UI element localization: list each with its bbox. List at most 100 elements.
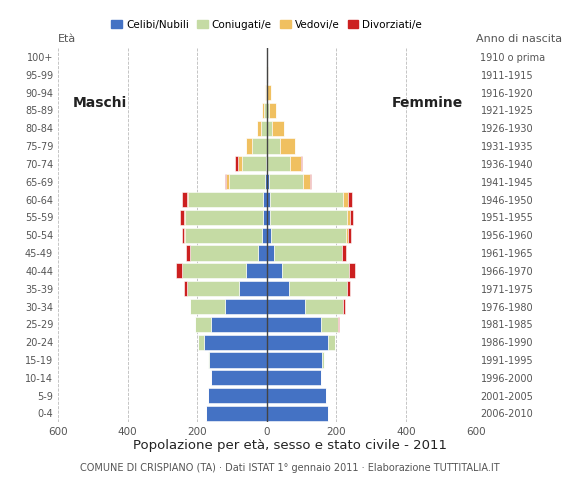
- Text: Femmine: Femmine: [392, 96, 462, 110]
- Bar: [272, 120, 284, 136]
- Bar: [267, 228, 271, 243]
- Bar: [246, 139, 252, 154]
- Bar: [349, 263, 355, 278]
- Bar: [262, 103, 264, 118]
- Bar: [266, 156, 267, 171]
- Bar: [267, 120, 272, 136]
- Bar: [238, 156, 242, 171]
- Bar: [270, 192, 343, 207]
- Bar: [235, 156, 238, 171]
- Bar: [321, 317, 338, 332]
- Bar: [182, 228, 184, 243]
- Bar: [290, 156, 300, 171]
- Bar: [260, 120, 267, 136]
- Bar: [342, 245, 346, 261]
- Bar: [188, 192, 263, 207]
- Bar: [303, 174, 310, 189]
- Bar: [265, 174, 267, 189]
- Bar: [267, 174, 269, 189]
- Bar: [269, 103, 276, 118]
- Bar: [346, 228, 347, 243]
- Bar: [267, 335, 328, 350]
- Bar: [209, 352, 267, 368]
- Text: COMUNE DI CRISPIANO (TA) · Dati ISTAT 1° gennaio 2011 · Elaborazione TUTTITALIA.: COMUNE DI CRISPIANO (TA) · Dati ISTAT 1°…: [80, 463, 500, 473]
- Bar: [180, 210, 184, 225]
- Bar: [211, 370, 267, 385]
- Text: Popolazione per età, sesso e stato civile - 2011: Popolazione per età, sesso e stato civil…: [133, 439, 447, 452]
- Bar: [208, 388, 267, 403]
- Text: Età: Età: [58, 35, 76, 45]
- Bar: [267, 67, 268, 83]
- Bar: [267, 245, 274, 261]
- Bar: [195, 317, 211, 332]
- Bar: [280, 139, 295, 154]
- Bar: [184, 281, 187, 296]
- Bar: [225, 174, 226, 189]
- Bar: [229, 174, 265, 189]
- Bar: [226, 174, 229, 189]
- Bar: [305, 299, 343, 314]
- Bar: [274, 245, 342, 261]
- Bar: [267, 192, 270, 207]
- Bar: [198, 335, 204, 350]
- Bar: [263, 210, 267, 225]
- Bar: [264, 103, 267, 118]
- Bar: [211, 317, 267, 332]
- Bar: [348, 192, 352, 207]
- Bar: [176, 263, 182, 278]
- Bar: [182, 192, 187, 207]
- Text: Anno di nascita: Anno di nascita: [476, 35, 561, 45]
- Bar: [225, 299, 267, 314]
- Legend: Celibi/Nubili, Coniugati/e, Vedovi/e, Divorziati/e: Celibi/Nubili, Coniugati/e, Vedovi/e, Di…: [111, 20, 422, 29]
- Bar: [310, 174, 311, 189]
- Bar: [267, 103, 269, 118]
- Bar: [187, 192, 188, 207]
- Bar: [267, 352, 322, 368]
- Bar: [262, 228, 267, 243]
- Bar: [263, 192, 267, 207]
- Bar: [204, 335, 267, 350]
- Bar: [206, 406, 267, 421]
- Bar: [257, 120, 260, 136]
- Bar: [343, 192, 348, 207]
- Bar: [186, 245, 190, 261]
- Bar: [338, 317, 339, 332]
- Bar: [252, 139, 267, 154]
- Bar: [267, 370, 321, 385]
- Bar: [282, 263, 349, 278]
- Bar: [271, 228, 346, 243]
- Bar: [347, 228, 351, 243]
- Bar: [267, 388, 326, 403]
- Bar: [190, 245, 258, 261]
- Bar: [185, 228, 262, 243]
- Bar: [190, 299, 225, 314]
- Bar: [242, 156, 266, 171]
- Bar: [266, 85, 267, 100]
- Bar: [328, 335, 335, 350]
- Bar: [208, 352, 209, 368]
- Bar: [267, 263, 282, 278]
- Bar: [239, 281, 267, 296]
- Bar: [258, 245, 267, 261]
- Bar: [350, 210, 353, 225]
- Bar: [347, 281, 350, 296]
- Bar: [185, 210, 263, 225]
- Bar: [265, 85, 266, 100]
- Bar: [267, 156, 290, 171]
- Bar: [300, 156, 302, 171]
- Bar: [347, 210, 350, 225]
- Bar: [267, 281, 289, 296]
- Text: Maschi: Maschi: [72, 96, 127, 110]
- Bar: [184, 210, 185, 225]
- Bar: [267, 210, 270, 225]
- Bar: [184, 228, 185, 243]
- Bar: [269, 174, 303, 189]
- Bar: [267, 85, 271, 100]
- Bar: [289, 281, 347, 296]
- Bar: [322, 352, 324, 368]
- Bar: [267, 299, 305, 314]
- Bar: [343, 299, 345, 314]
- Bar: [187, 281, 239, 296]
- Bar: [267, 317, 321, 332]
- Bar: [246, 263, 267, 278]
